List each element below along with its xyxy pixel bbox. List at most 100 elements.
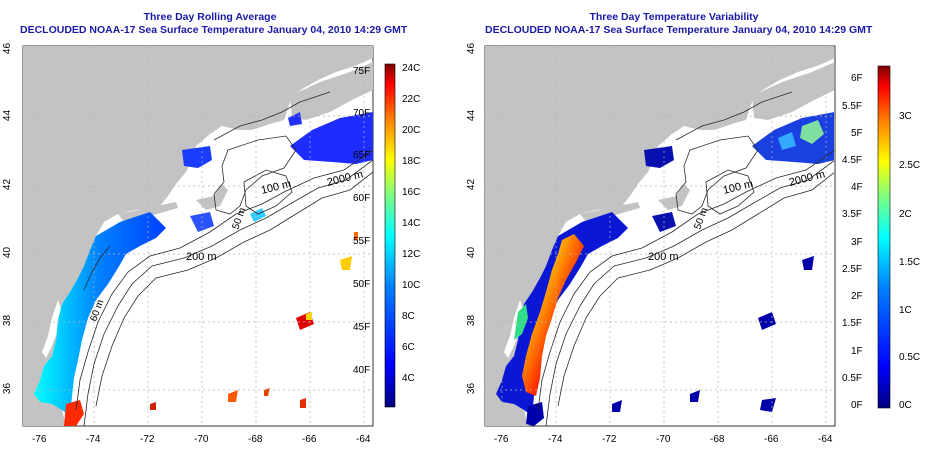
sst-gulf-maine [182,146,212,168]
x-tick-label: -66 [764,434,779,445]
depth-contours [537,91,834,426]
colorbar-label-f: 5.5F [842,101,863,112]
x-tick-label: -66 [302,434,317,445]
colorbar-label-f: 4F [851,182,863,193]
var-gulf-maine [644,146,674,168]
x-tick-label: -68 [248,434,263,445]
colorbar-label-c: 12C [402,249,421,260]
colorbar-label-f: 3.5F [842,209,863,220]
y-tick-label: 36 [2,382,14,395]
nova-scotia [752,62,834,120]
colorbar-label-f: 1F [851,346,863,357]
y-tick-label: 42 [2,178,14,191]
contour-label-200m: 200 m [186,251,217,263]
colorbar-label-f: 2F [851,291,863,302]
x-tick-label: -64 [818,434,833,445]
y-tick-label: 40 [466,246,478,259]
sst-patch-south4 [150,402,156,410]
sst-gulf-stream [64,400,84,426]
colorbar-label-f: 75F [353,66,371,77]
sst-ns-north [288,112,302,126]
y-tick-label: 46 [466,42,478,55]
colorbar-label-c: 6C [402,342,415,353]
colorbar-label-f: 0.5F [842,373,863,384]
y-tick-label: 44 [2,109,14,122]
var-scotian-hot [800,120,824,144]
var-scotian-cyan [778,132,796,150]
sst-patch-south1 [228,390,238,402]
sst-map: 100 m 2000 m 50 m 200 m 60 m [22,45,396,427]
colorbar-label-c: 4C [402,373,415,384]
sst-scotian [290,112,373,164]
colorbar-label-c: 8C [402,311,415,322]
colorbar-label-f: 60F [353,193,371,204]
panel-title: Three Day Temperature Variability [589,11,759,23]
land-mass [485,46,834,426]
colorbar-label-c: 18C [402,156,421,167]
colorbar-label-f: 70F [353,108,371,119]
var-patch-6 [526,402,544,426]
colorbar-label-f: 50F [353,279,371,290]
colorbar-label-f: 0F [851,400,863,411]
colorbar-label-c: 3C [899,111,912,122]
cape-cod [196,184,228,210]
variability-map: 100 m 2000 m 50 m 200 m [484,45,891,427]
colorbar-label-f: 65F [353,150,371,161]
sst-patch-south3 [300,398,306,408]
colorbar-label-c: 16C [402,187,421,198]
colorbar-label-c: 0.5C [899,352,921,363]
depth-contours [75,91,373,426]
var-patch-5 [612,400,622,412]
sst-coastal-band [34,212,166,416]
y-tick-label: 44 [466,109,478,122]
sst-average-panel: Three Day Rolling Average DECLOUDED NOAA… [2,11,421,445]
colorbar-label-c: 20C [402,125,421,136]
colorbar-label-c: 10C [402,280,421,291]
colorbar-label-c: 22C [402,94,421,105]
colorbar-label-f: 2.5F [842,264,863,275]
x-tick-label: -76 [32,434,47,445]
x-tick-label: -64 [356,434,371,445]
x-tick-label: -70 [656,434,671,445]
y-tick-label: 40 [2,246,14,259]
contour-label-200m: 200 m [648,251,679,263]
cape-cod [658,184,690,210]
panel-subtitle: DECLOUDED NOAA-17 Sea Surface Temperatur… [20,24,408,36]
y-tick-label: 38 [2,314,14,327]
panel-subtitle: DECLOUDED NOAA-17 Sea Surface Temperatur… [485,24,873,36]
sst-patch-east2 [354,232,358,240]
colorbar-label-f: 6F [851,73,863,84]
y-tick-label: 46 [2,42,14,55]
var-patch-3 [690,390,700,402]
y-tick-label: 38 [466,314,478,327]
x-tick-label: -74 [548,434,563,445]
nova-scotia [290,62,373,120]
sst-variability-panel: Three Day Temperature Variability DECLOU… [463,0,950,475]
x-tick-label: -70 [194,434,209,445]
colorbar-label-c: 14C [402,218,421,229]
colorbar-label-c: 1C [899,305,912,316]
var-patch-2 [802,256,814,270]
colorbar [384,63,396,408]
sst-georges [250,208,266,222]
var-shelfbreak-red [522,234,584,396]
land-mass [23,46,373,426]
colorbar-label-f: 5F [851,128,863,139]
colorbar-label-f: 45F [353,322,371,333]
colorbar-label-c: 0C [899,400,912,411]
colorbar-label-f: 3F [851,237,863,248]
x-tick-label: -72 [602,434,617,445]
sst-patch-east [340,256,352,270]
var-patch-1 [758,312,776,330]
colorbar-label-f: 40F [353,365,371,376]
y-tick-label: 36 [466,382,478,395]
x-tick-label: -76 [494,434,509,445]
colorbar-label-c: 2.5C [899,160,921,171]
colorbar-label-c: 2C [899,209,912,220]
x-tick-label: -72 [140,434,155,445]
x-tick-label: -74 [86,434,101,445]
panel-title: Three Day Rolling Average [143,11,277,23]
colorbar-label-f: 1.5F [842,318,863,329]
chesapeake-bay [42,300,62,358]
colorbar [877,65,891,409]
